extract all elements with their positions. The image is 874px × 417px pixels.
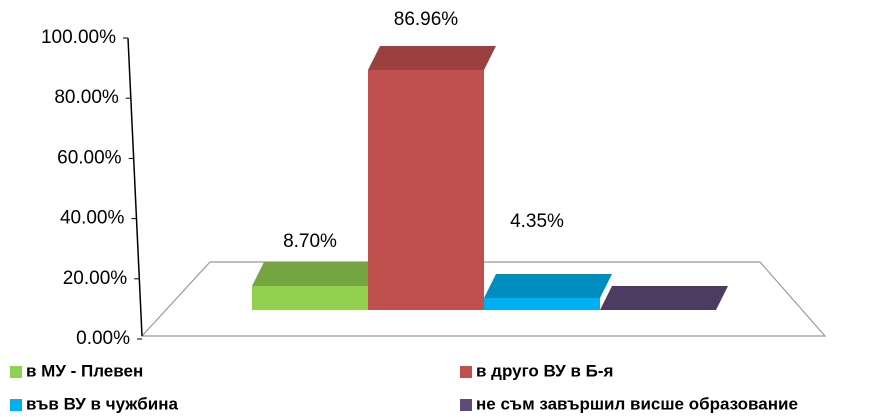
legend-label: не съм завършил висше образование <box>476 394 798 413</box>
bar-top <box>600 286 728 310</box>
y-tick-label: 20.00% <box>63 268 128 289</box>
data-label: 4.35% <box>510 211 564 232</box>
y-tick-label: 100.00% <box>41 27 116 48</box>
data-label: 86.96% <box>394 9 459 30</box>
bar-top <box>484 273 612 298</box>
legend-label: във ВУ в чужбина <box>26 394 178 413</box>
bar-front <box>484 297 600 310</box>
legend-swatch <box>460 399 472 411</box>
y-axis <box>127 37 143 337</box>
data-label: 8.70% <box>283 231 337 252</box>
floor <box>140 261 827 337</box>
bar-top <box>368 45 496 70</box>
bar-top <box>252 261 380 286</box>
bar-front <box>368 69 484 310</box>
legend-label: в друго ВУ в Б-я <box>476 361 613 380</box>
legend-swatch <box>10 366 22 378</box>
legend-swatch <box>10 399 22 411</box>
legend-label: в МУ - Плевен <box>26 361 143 380</box>
y-tick-label: 80.00% <box>54 87 119 108</box>
bar-front <box>252 285 368 310</box>
y-tick-label: 60.00% <box>57 147 122 168</box>
legend-swatch <box>460 366 472 378</box>
y-tick-label: 0.00% <box>76 328 130 349</box>
y-tick-label: 40.00% <box>60 208 125 229</box>
